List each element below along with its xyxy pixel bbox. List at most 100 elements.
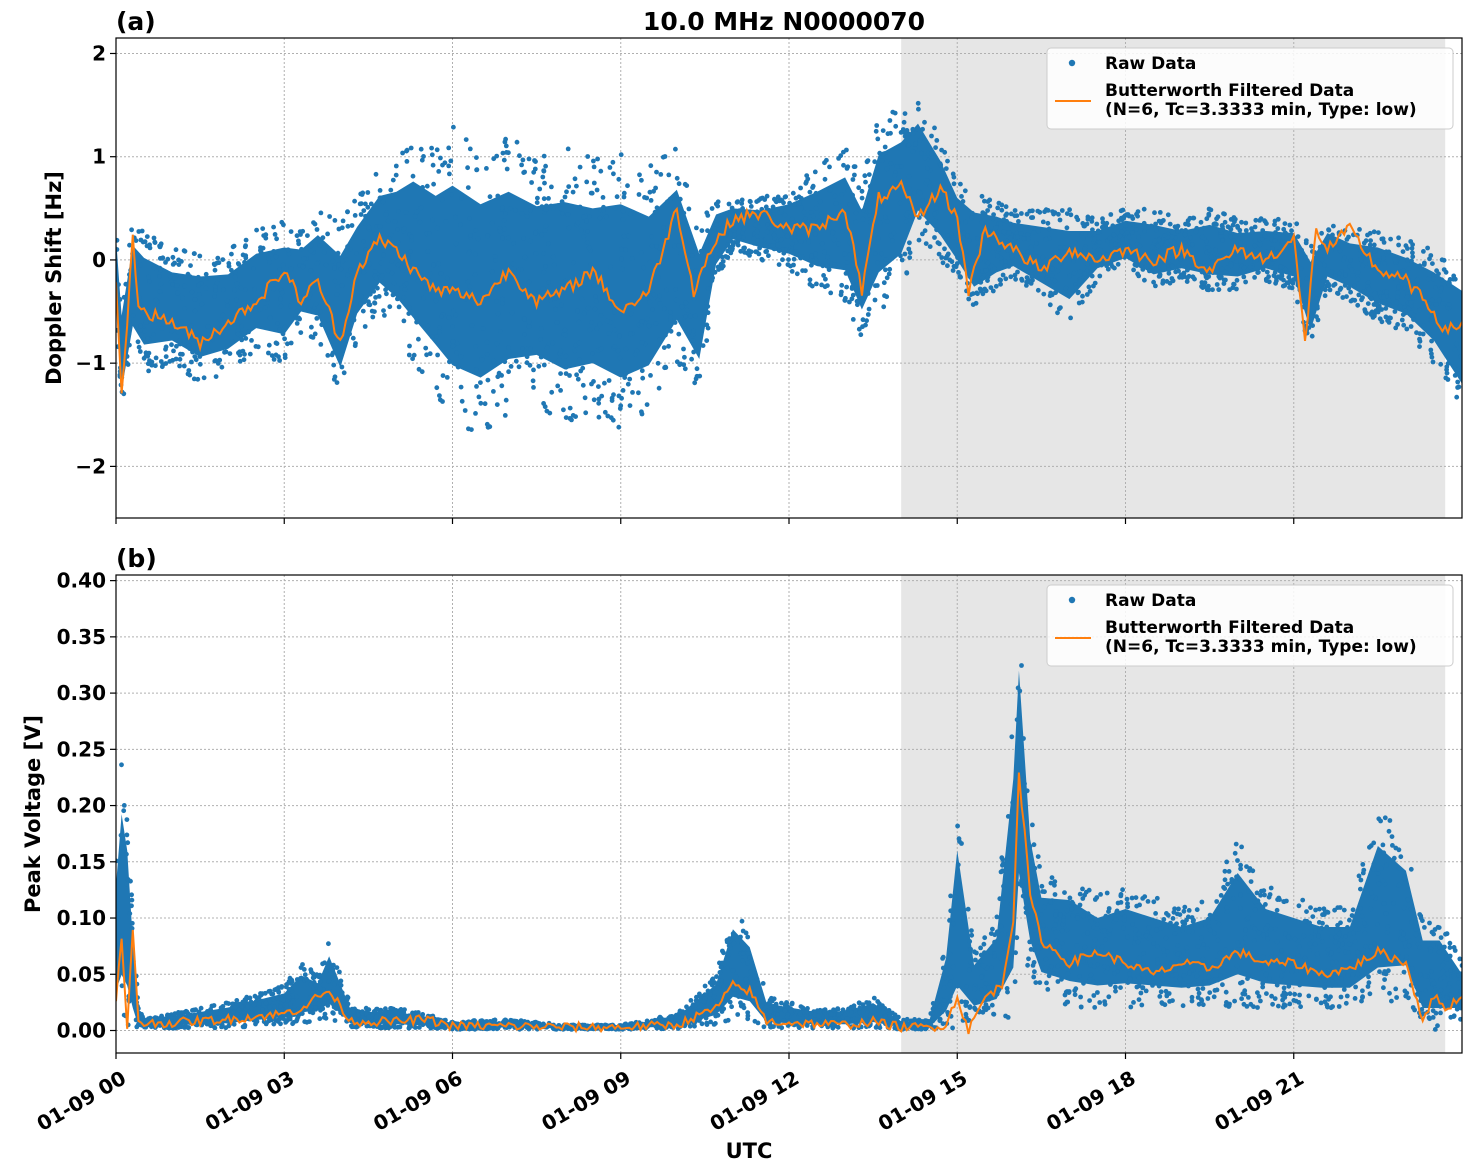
- raw-data-point: [1014, 935, 1020, 941]
- raw-data-point: [357, 201, 363, 207]
- raw-data-point: [1140, 267, 1146, 272]
- raw-data-point: [1006, 931, 1011, 937]
- raw-data-point: [1330, 959, 1335, 965]
- raw-data-point: [434, 147, 440, 153]
- raw-data-point: [850, 177, 856, 182]
- raw-data-point: [1202, 979, 1208, 984]
- raw-data-point: [1308, 964, 1314, 969]
- raw-data-point: [458, 222, 463, 228]
- raw-data-point: [288, 303, 294, 309]
- raw-data-point: [1441, 267, 1447, 272]
- raw-data-point: [1001, 229, 1007, 235]
- raw-data-point: [347, 331, 352, 337]
- raw-data-point: [844, 284, 849, 290]
- raw-data-point: [1355, 949, 1360, 955]
- raw-data-point: [576, 340, 582, 346]
- raw-data-point: [865, 291, 871, 296]
- raw-data-point: [1274, 982, 1280, 988]
- raw-data-point: [447, 171, 452, 177]
- raw-data-point: [1338, 994, 1344, 1000]
- raw-data-point: [1290, 280, 1296, 286]
- raw-data-point: [140, 239, 146, 245]
- raw-data-point: [1151, 279, 1156, 285]
- raw-data-point: [554, 320, 560, 325]
- raw-data-point: [923, 1018, 929, 1024]
- raw-data-point: [354, 1024, 359, 1030]
- raw-data-point: [349, 223, 355, 228]
- raw-data-point: [1055, 268, 1061, 274]
- raw-data-point: [663, 332, 668, 338]
- raw-data-point: [549, 184, 554, 190]
- raw-data-point: [1331, 223, 1336, 229]
- raw-data-point: [748, 975, 753, 981]
- raw-data-point: [322, 998, 328, 1004]
- raw-data-point: [549, 389, 555, 395]
- raw-data-point: [1402, 285, 1407, 290]
- raw-data-point: [1014, 230, 1020, 236]
- raw-data-point: [541, 362, 547, 368]
- raw-data-point: [1429, 297, 1435, 303]
- raw-data-point: [124, 851, 129, 857]
- raw-data-point: [928, 151, 934, 157]
- raw-data-point: [1045, 277, 1051, 282]
- raw-data-point: [1235, 947, 1241, 952]
- raw-data-point: [439, 314, 444, 319]
- raw-data-point: [1280, 238, 1285, 244]
- raw-data-point: [1337, 271, 1342, 276]
- raw-data-point: [1158, 989, 1164, 995]
- raw-data-point: [594, 187, 600, 193]
- raw-data-point: [858, 332, 864, 338]
- raw-data-point: [740, 206, 745, 211]
- raw-data-point: [502, 359, 508, 365]
- raw-data-point: [151, 235, 157, 241]
- raw-data-point: [213, 287, 218, 293]
- raw-data-point: [1247, 866, 1253, 871]
- raw-data-point: [740, 951, 746, 956]
- raw-data-point: [489, 269, 495, 275]
- raw-data-point: [317, 972, 323, 978]
- raw-data-point: [528, 208, 533, 213]
- raw-data-point: [1200, 1002, 1206, 1008]
- raw-data-point: [617, 333, 622, 339]
- raw-data-point: [1057, 245, 1063, 250]
- raw-data-point: [1046, 226, 1052, 232]
- raw-data-point: [618, 403, 624, 409]
- raw-data-point: [1350, 907, 1356, 913]
- raw-data-point: [707, 264, 712, 270]
- raw-data-point: [1078, 994, 1083, 1000]
- raw-data-point: [171, 348, 176, 354]
- raw-data-point: [619, 246, 624, 252]
- raw-data-point: [640, 375, 646, 381]
- raw-data-point: [598, 346, 604, 352]
- raw-data-point: [1417, 307, 1422, 313]
- raw-data-point: [726, 201, 732, 207]
- raw-data-point: [581, 214, 587, 220]
- raw-data-point: [775, 242, 780, 248]
- raw-data-point: [1212, 988, 1218, 993]
- raw-data-point: [528, 346, 533, 352]
- raw-data-point: [1386, 249, 1392, 255]
- raw-data-point: [430, 217, 435, 223]
- raw-data-point: [211, 1003, 217, 1008]
- raw-data-point: [327, 214, 332, 219]
- raw-data-point: [1009, 734, 1015, 740]
- raw-data-point: [1097, 1000, 1103, 1005]
- raw-data-point: [1232, 233, 1238, 239]
- raw-data-point: [844, 260, 850, 265]
- raw-data-point: [733, 225, 739, 231]
- raw-data-point: [1125, 980, 1131, 985]
- raw-data-point: [220, 257, 226, 262]
- raw-data-point: [277, 327, 282, 333]
- raw-data-point: [770, 243, 776, 248]
- raw-data-point: [1043, 927, 1049, 932]
- raw-data-point: [822, 160, 827, 166]
- raw-data-point: [1404, 257, 1410, 263]
- raw-data-point: [1021, 869, 1027, 875]
- raw-data-point: [280, 997, 286, 1003]
- y-axis-label: Doppler Shift [Hz]: [42, 171, 66, 385]
- raw-data-point: [352, 213, 358, 218]
- raw-data-point: [546, 241, 551, 247]
- raw-data-point: [562, 332, 568, 338]
- raw-data-point: [606, 331, 612, 336]
- raw-data-point: [330, 258, 336, 264]
